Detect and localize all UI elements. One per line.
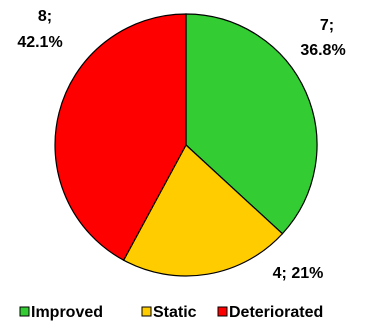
legend-label-deteriorated: Deteriorated [229,304,323,321]
legend-swatch-deteriorated [217,306,228,317]
label-deteriorated-pct: 42.1% [17,34,62,51]
legend-label-improved: Improved [31,304,103,321]
legend-swatch-improved [19,306,30,317]
label-static: 4; 21% [273,265,324,282]
legend: Improved Static Deteriorated [19,304,323,321]
legend-swatch-static [141,306,152,317]
pie-slice-deteriorated [54,13,187,262]
pie-slice-static [122,144,284,277]
label-improved-pct: 36.8% [300,42,345,59]
label-deteriorated-count: 8; [38,8,52,25]
label-improved-count: 7; [320,17,334,34]
pie-slices [54,13,318,277]
legend-label-static: Static [153,304,197,321]
pie-slice-improved [185,13,318,235]
